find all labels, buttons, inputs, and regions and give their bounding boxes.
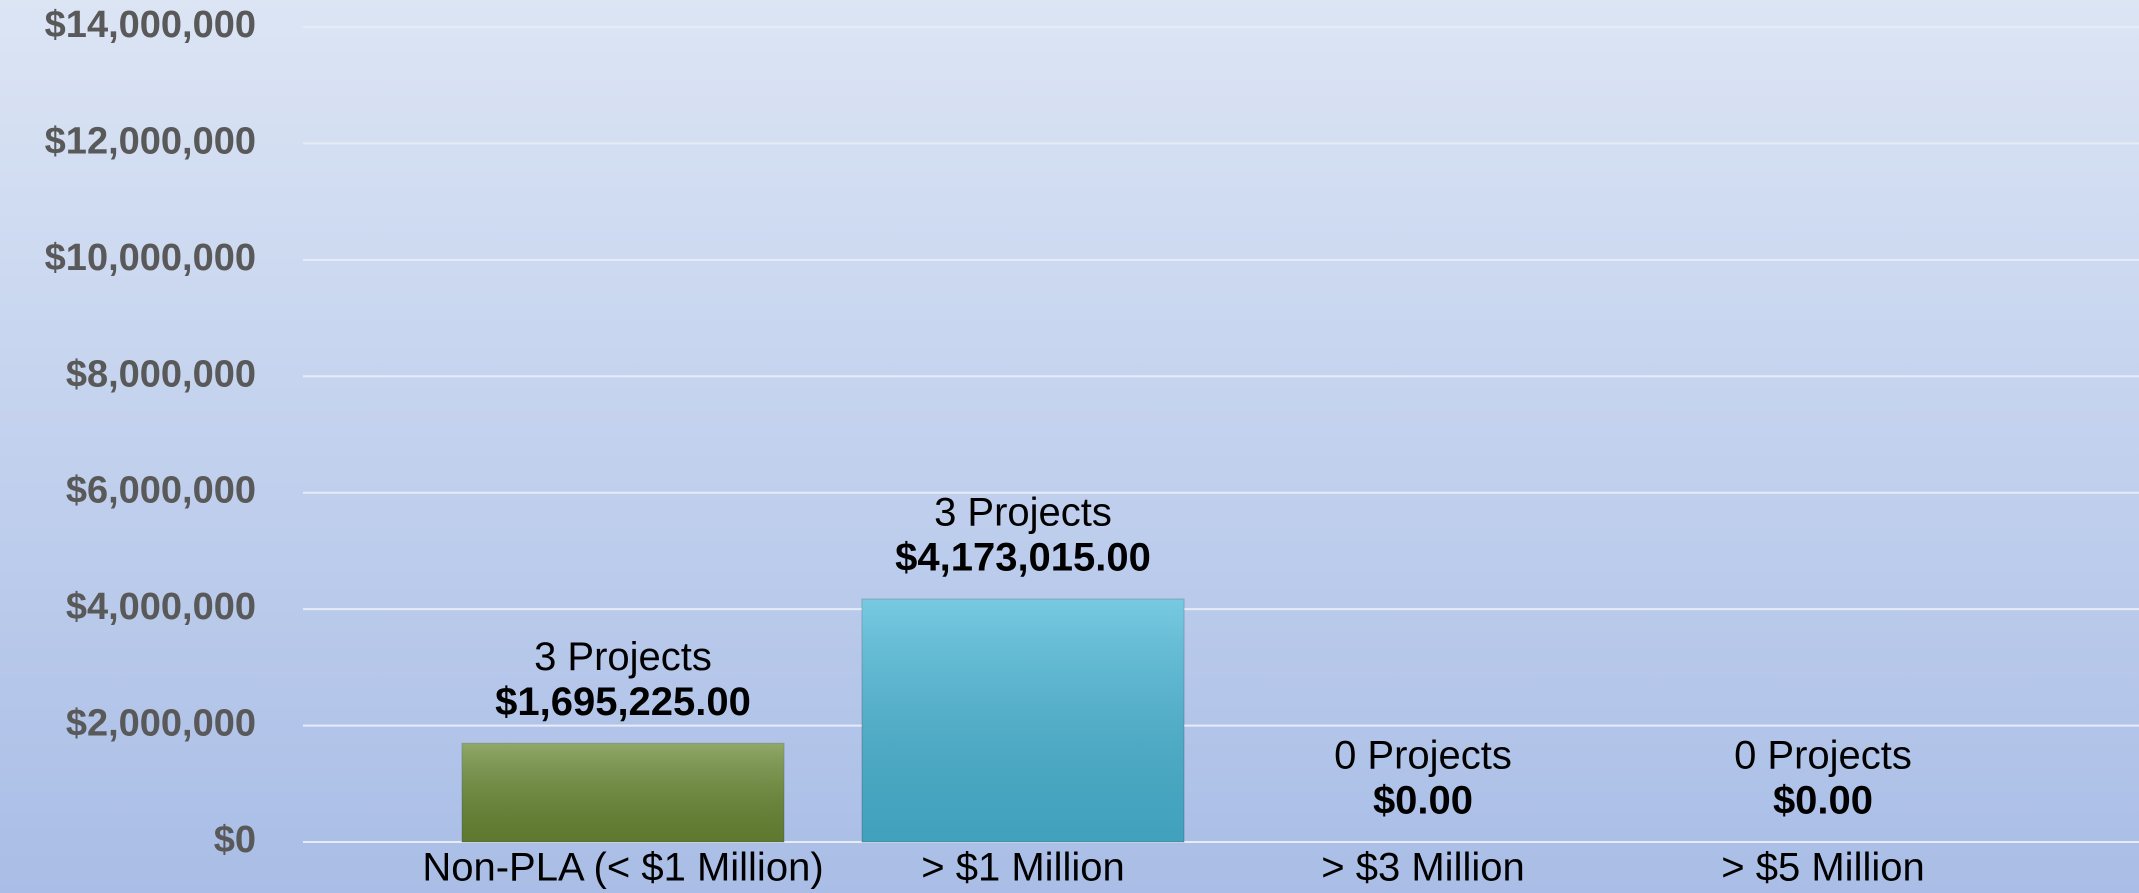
y-tick-label: $2,000,000: [66, 703, 256, 745]
value-label: $4,173,015.00: [895, 536, 1151, 580]
y-tick-label: $8,000,000: [66, 353, 256, 395]
x-tick-label: > $3 Million: [1321, 846, 1524, 890]
y-tick-label: $14,000,000: [45, 4, 256, 46]
value-label: $0.00: [1373, 779, 1473, 823]
x-tick-label: > $5 Million: [1721, 846, 1924, 890]
y-tick-label: $4,000,000: [66, 586, 256, 628]
project-label: 0 Projects: [1334, 734, 1512, 778]
y-tick-label: $6,000,000: [66, 470, 256, 512]
y-tick-label: $12,000,000: [45, 120, 256, 162]
y-tick-label: $0: [214, 819, 256, 861]
x-tick-label: > $1 Million: [921, 846, 1124, 890]
bar-shade: [862, 599, 1184, 842]
value-label: $1,695,225.00: [495, 680, 751, 724]
project-label: 0 Projects: [1734, 734, 1912, 778]
project-label: 3 Projects: [534, 635, 712, 679]
project-label: 3 Projects: [934, 491, 1112, 535]
x-tick-label: Non-PLA (< $1 Million): [422, 846, 823, 890]
bar-shade: [462, 743, 784, 842]
y-tick-label: $10,000,000: [45, 237, 256, 279]
value-label: $0.00: [1773, 779, 1873, 823]
